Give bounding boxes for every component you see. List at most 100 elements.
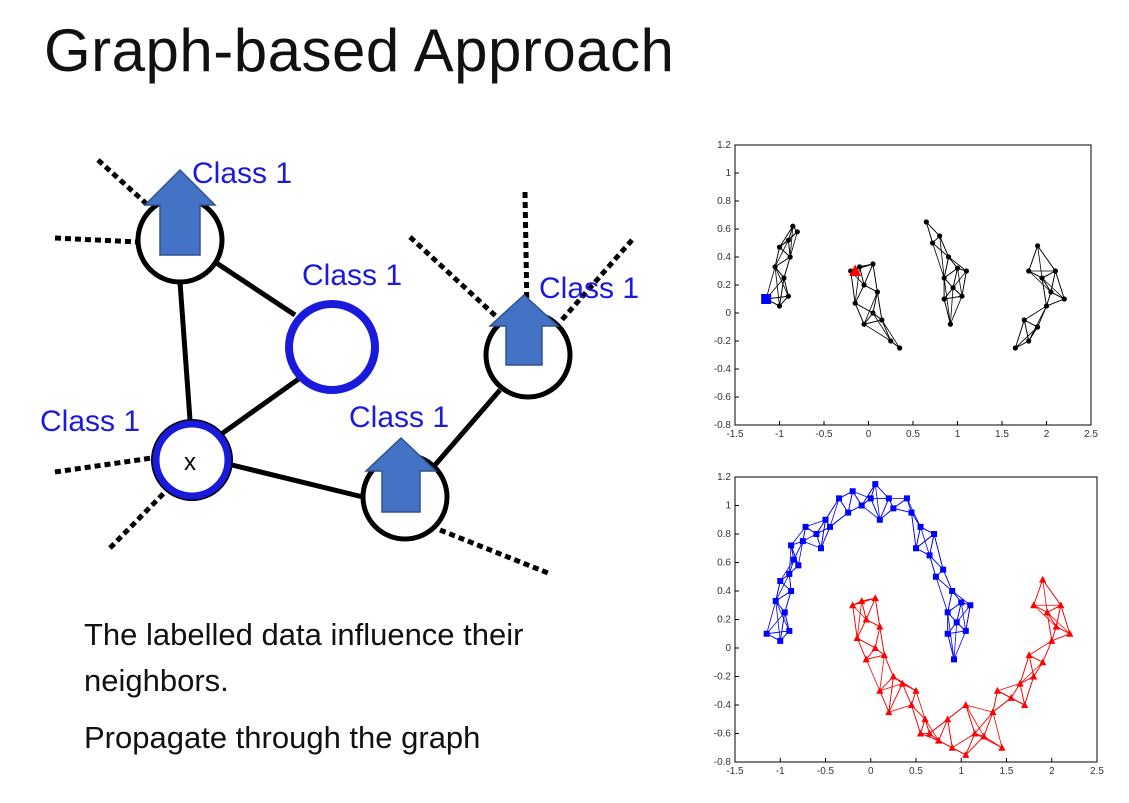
y-tick-label: 0.4 bbox=[717, 252, 731, 263]
graph-edge bbox=[1037, 245, 1043, 279]
graph-edge bbox=[881, 319, 892, 342]
graph-edge bbox=[983, 711, 994, 737]
x-tick-label: -1.5 bbox=[726, 766, 744, 777]
y-tick-label: 0.2 bbox=[717, 280, 731, 291]
triangle-marker bbox=[862, 655, 870, 663]
square-marker bbox=[951, 656, 958, 663]
graph-edge bbox=[920, 733, 939, 741]
graph-edge bbox=[956, 602, 962, 623]
square-marker bbox=[822, 516, 829, 523]
graph-edge bbox=[1041, 277, 1052, 293]
graph-edge bbox=[965, 704, 985, 737]
graph-edge bbox=[888, 676, 894, 713]
triangle-marker bbox=[1066, 629, 1074, 637]
graph-edge bbox=[874, 598, 881, 627]
dotted-edge bbox=[408, 235, 502, 322]
triangle-marker bbox=[921, 715, 929, 723]
graph-edge bbox=[850, 270, 856, 304]
graph-edge bbox=[775, 580, 781, 602]
graph-edge bbox=[766, 630, 790, 635]
graph-edge bbox=[951, 733, 976, 749]
square-marker bbox=[777, 637, 784, 644]
y-tick-label: 0.8 bbox=[717, 196, 731, 207]
graph-edge bbox=[933, 533, 944, 570]
square-marker bbox=[953, 619, 960, 626]
circle-marker bbox=[954, 265, 961, 271]
square-marker bbox=[872, 481, 879, 488]
graph-edge bbox=[1042, 579, 1048, 613]
circle-marker bbox=[923, 219, 929, 225]
graph-edge bbox=[177, 281, 193, 421]
graph-edge bbox=[924, 719, 939, 741]
graph-edge bbox=[1046, 612, 1071, 635]
graph-edge bbox=[784, 612, 790, 631]
graph-edge bbox=[1028, 305, 1047, 342]
graph-edge bbox=[1051, 633, 1070, 642]
graph-edge bbox=[1060, 605, 1071, 634]
triangle-marker bbox=[853, 634, 861, 642]
square-marker bbox=[781, 609, 788, 616]
y-tick-label: 0.6 bbox=[717, 224, 731, 235]
graph-edge bbox=[775, 600, 781, 641]
graph-edge bbox=[820, 519, 826, 549]
graph-edge bbox=[997, 683, 1021, 692]
graph-edge bbox=[1028, 655, 1035, 677]
graph-edge bbox=[854, 303, 865, 325]
triangle-marker bbox=[1052, 622, 1060, 630]
circle-marker bbox=[963, 268, 970, 274]
arrow-up-icon bbox=[143, 168, 217, 256]
graph-edge bbox=[765, 266, 776, 300]
graph-edge bbox=[870, 498, 881, 520]
graph-edge bbox=[879, 626, 885, 656]
triangle-marker bbox=[935, 736, 943, 744]
y-tick-label: -0.4 bbox=[714, 700, 732, 711]
arrow-up-icon bbox=[364, 436, 438, 513]
triangle-marker bbox=[925, 729, 934, 737]
graph-edge bbox=[951, 590, 971, 606]
y-tick-label: -0.8 bbox=[714, 420, 732, 431]
graph-edge bbox=[784, 590, 792, 613]
dotted-edge bbox=[54, 455, 153, 475]
graph-edge bbox=[952, 270, 967, 289]
graph-edge bbox=[943, 277, 951, 325]
y-tick-label: -0.2 bbox=[714, 672, 732, 683]
x-tick-label: 2.5 bbox=[1084, 429, 1098, 440]
graph-edge bbox=[938, 719, 949, 741]
graph-edge bbox=[805, 519, 826, 528]
graph-edge bbox=[775, 573, 790, 602]
dotted-edge bbox=[108, 490, 167, 550]
triangle-marker bbox=[889, 672, 897, 680]
body-line-2: neighbors. bbox=[84, 663, 229, 698]
triangle-marker bbox=[871, 644, 879, 651]
square-marker bbox=[903, 495, 910, 502]
x-tick-label: 2 bbox=[1049, 766, 1055, 777]
class-label: Class 1 bbox=[40, 405, 140, 438]
x-tick-label: 0 bbox=[868, 766, 874, 777]
plot-frame bbox=[734, 476, 1098, 763]
graph-edge bbox=[950, 296, 963, 325]
square-marker bbox=[885, 495, 892, 502]
graph-edge bbox=[1028, 245, 1038, 272]
y-tick-label: 0 bbox=[725, 643, 731, 654]
graph-edge bbox=[854, 284, 865, 304]
graph-edge bbox=[883, 654, 894, 677]
triangle-marker bbox=[880, 651, 888, 659]
graph-edge bbox=[1042, 640, 1053, 663]
graph-edge bbox=[1024, 305, 1047, 321]
square-marker bbox=[802, 523, 809, 530]
graph-edge bbox=[957, 268, 963, 297]
circle-marker bbox=[787, 254, 793, 260]
graph-edge bbox=[911, 512, 917, 549]
graph-edge bbox=[774, 266, 789, 297]
graph-edge bbox=[948, 256, 967, 272]
graph-edge bbox=[1015, 326, 1038, 349]
triangle-marker bbox=[1025, 651, 1033, 659]
triangle-marker bbox=[912, 686, 920, 694]
graph-edge bbox=[953, 622, 958, 660]
graph-edge bbox=[879, 498, 890, 520]
graph-edge bbox=[856, 600, 863, 639]
triangle-marker bbox=[1030, 672, 1038, 680]
graph-edge bbox=[213, 259, 297, 318]
graph-edge bbox=[926, 221, 940, 237]
